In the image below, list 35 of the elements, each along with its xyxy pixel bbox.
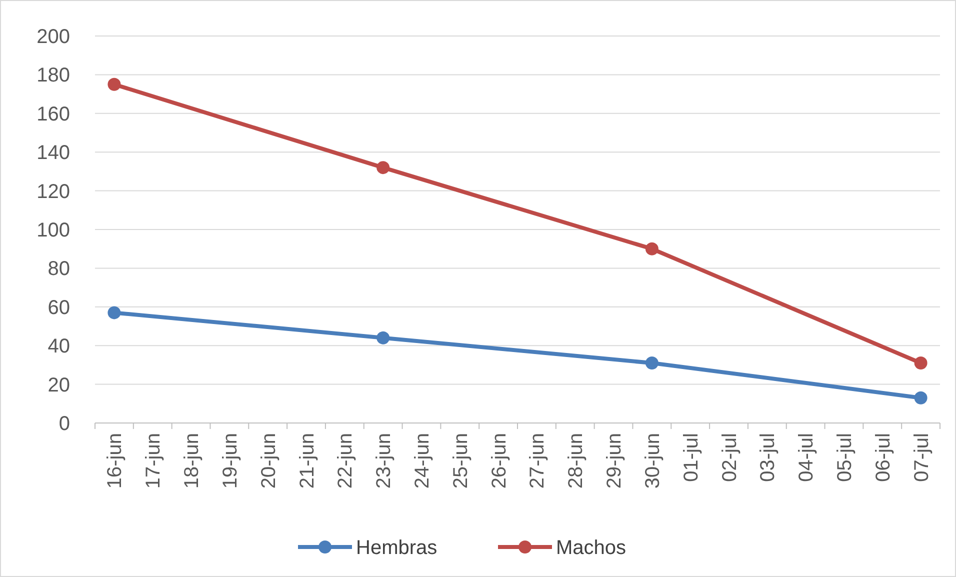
x-tick-label: 18-jun: [181, 433, 204, 489]
x-tick-label: 23-jun: [373, 433, 396, 489]
y-tick-label: 100: [36, 220, 70, 242]
x-tick-label: 21-jun: [296, 433, 318, 489]
x-tick-label: 05-jul: [834, 433, 856, 482]
y-tick-label: 80: [48, 258, 70, 280]
x-tick-label: 30-jun: [642, 433, 664, 489]
x-tick-label: 24-jun: [411, 433, 434, 489]
x-tick-label: 19-jun: [219, 433, 242, 489]
x-tick-label: 28-jun: [565, 433, 588, 489]
x-tick-label: 04-jul: [796, 433, 818, 482]
x-tick-label: 16-jun: [104, 433, 126, 489]
x-tick-label: 22-jun: [334, 433, 357, 489]
y-tick-label: 60: [48, 296, 70, 319]
y-tick-label: 180: [36, 64, 70, 87]
y-tick-label: 0: [58, 413, 70, 435]
y-tick-label: 160: [36, 103, 70, 126]
x-tick-label: 25-jun: [450, 433, 472, 489]
x-tick-label: 20-jun: [258, 433, 280, 489]
y-tick-label: 40: [48, 336, 70, 358]
x-tick-label: 06-jul: [872, 433, 894, 482]
x-tick-label: 07-jul: [910, 433, 933, 482]
x-tick-label: 01-jul: [680, 433, 702, 482]
y-tick-label: 120: [36, 180, 70, 203]
legend-label: Machos: [556, 537, 626, 559]
x-tick-label: 26-jun: [488, 433, 510, 489]
y-tick-label: 20: [48, 374, 70, 396]
x-tick-label: 29-jun: [604, 433, 626, 489]
y-tick-label: 140: [36, 142, 70, 164]
x-tick-label: 02-jul: [718, 433, 741, 482]
legend-label: Hembras: [356, 537, 438, 559]
x-tick-label: 27-jun: [526, 433, 549, 489]
x-tick-label: 17-jun: [142, 433, 165, 489]
y-tick-label: 200: [36, 26, 70, 48]
x-tick-label: 03-jul: [757, 433, 780, 482]
